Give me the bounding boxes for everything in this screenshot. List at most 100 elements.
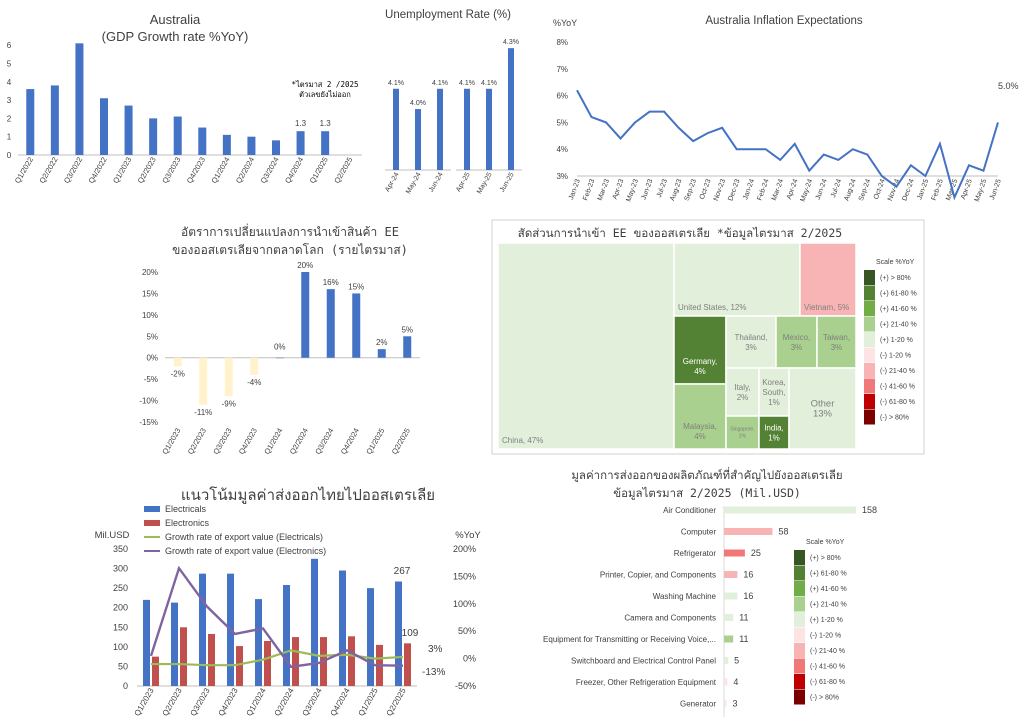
treemap-scale-label-0: (+) > 80% xyxy=(880,275,911,282)
inflation-line xyxy=(576,89,999,201)
gdp-bar-q1-2022 xyxy=(26,89,35,155)
trend-bar-electronics-q1-2024 xyxy=(264,640,271,686)
import-change-bar-q1-2024 xyxy=(275,357,284,359)
import-change-bar-q2-2025 xyxy=(403,336,412,358)
unemployment-bar-apr-24 xyxy=(393,88,399,170)
trend-y-left-tick: 200 xyxy=(113,603,128,613)
import-change-title-line2: ของออสเตรเลียจากตลาดโลก (รายไตรมาส) xyxy=(172,243,408,257)
product-scale-swatch-7 xyxy=(794,658,805,674)
product-value-equipment-for-transmitting-or-receiving-voice: 11 xyxy=(739,634,748,644)
product-scale-title: Scale %YoY xyxy=(806,539,845,546)
import-change-x-tick: Q2/2025 xyxy=(390,427,412,456)
trend-x-tick: Q2/2023 xyxy=(161,686,184,718)
product-bars: Air Conditioner 158 Computer 58 Refrigerator… xyxy=(543,505,877,717)
import-change-x-tick: Q3/2023 xyxy=(211,427,233,456)
unemployment-chart: Unemployment Rate (%) 4.1% Apr-24 4.0% May-… xyxy=(384,9,522,195)
inflation-x-tick: May-24 xyxy=(800,178,815,202)
import-change-y-tick: 10% xyxy=(142,311,158,320)
trend-bar-electricals-q3-2024 xyxy=(311,558,318,686)
inflation-title: Australia Inflation Expectations xyxy=(705,15,863,27)
trend-growth-line-electricals xyxy=(151,649,404,667)
unemployment-bars: 4.1% Apr-24 4.0% May-24 4.1% Jun-24 4.1% Apr-25… xyxy=(384,39,522,195)
import-change-x-tick: Q4/2024 xyxy=(339,427,361,456)
import-change-x-tick: Q1/2025 xyxy=(364,427,386,456)
trend-bar-electronics-q2-2024 xyxy=(292,637,299,686)
treemap-scale-swatch-4 xyxy=(864,332,875,347)
trend-y-right-tick: 100% xyxy=(453,599,476,609)
inflation-x-tick: Jan-24 xyxy=(742,178,756,201)
trend-x-tick: Q4/2024 xyxy=(329,686,352,718)
product-scale-swatch-3 xyxy=(794,596,805,612)
product-value-refrigerator: 25 xyxy=(751,548,761,558)
gdp-bars: Q1/2022 Q2/2022 Q3/2022 Q4/2022 Q1/2023 Q2/20… xyxy=(13,43,354,185)
gdp-bar-q3-2024 xyxy=(272,140,280,155)
import-change-y-tick: 0% xyxy=(146,354,158,363)
trend-y-right-label: %YoY xyxy=(455,530,481,541)
import-change-data-label: 20% xyxy=(297,261,313,270)
import-change-chart: อัตราการเปลี่ยนแปลงการนำเข้าสินค้า EE ขอ… xyxy=(139,223,420,456)
trend-y-right-tick: 0% xyxy=(463,654,476,664)
product-scale-label-6: (-) 21-40 % xyxy=(810,648,845,655)
treemap-scale-swatch-2 xyxy=(864,301,875,316)
gdp-note-line2: ตัวเลขยังไม่ออก xyxy=(299,90,351,99)
treemap-scale-legend: Scale %YoY (+) > 80% (+) 61-80 % (+) 41-60 … xyxy=(864,259,917,425)
trend-axis: 0 50 100 150 200 250 300 350 -50% 0% 50% 100% 150% 20… xyxy=(113,544,476,718)
product-scale-label-2: (+) 41-60 % xyxy=(810,586,847,593)
product-category-computer: Computer xyxy=(681,528,716,537)
unemployment-data-label: 4.1% xyxy=(481,80,497,87)
product-scale-swatch-6 xyxy=(794,643,805,658)
treemap-cell-china xyxy=(497,242,675,450)
unemployment-bar-may-24 xyxy=(415,109,421,170)
import-change-data-label: -4% xyxy=(247,378,261,387)
product-value-switchboard-and-electrical-control-panel: 5 xyxy=(734,656,739,666)
gdp-y-tick: 4 xyxy=(7,78,12,87)
treemap-scale-swatch-5 xyxy=(864,347,875,363)
gdp-y-tick: 5 xyxy=(7,59,12,68)
trend-bar-electronics-q2-2025 xyxy=(404,643,411,686)
inflation-x-tick: Apr-23 xyxy=(612,178,626,200)
gdp-title-line1: Australia xyxy=(150,12,201,27)
inflation-x-tick: Jun-25 xyxy=(989,178,1003,201)
unemployment-bar-apr-25 xyxy=(464,88,470,170)
trend-x-tick: Q1/2024 xyxy=(245,686,268,718)
gdp-x-tick: Q2/2023 xyxy=(136,156,158,185)
inflation-x-tick: Aug-23 xyxy=(669,178,683,202)
trend-x-tick: Q1/2023 xyxy=(133,686,156,718)
product-bar-refrigerator xyxy=(724,549,745,557)
gdp-bar-q1-2025 xyxy=(321,131,330,155)
trend-bar-electronics-q2-2023 xyxy=(180,627,187,686)
treemap-label-mexico: Mexico, xyxy=(783,333,811,342)
trend-y-left-tick: 50 xyxy=(118,661,128,671)
treemap-scale-label-8: (-) 61-80 % xyxy=(880,399,915,406)
gdp-x-tick: Q1/2025 xyxy=(308,156,330,185)
trend-growth-end-electronics: -13% xyxy=(422,667,445,678)
product-scale-swatch-5 xyxy=(794,627,805,643)
product-value-camera-and-components: 11 xyxy=(739,613,748,623)
trend-x-tick: Q2/2024 xyxy=(273,686,296,718)
treemap-label-other: 13% xyxy=(813,409,833,420)
import-change-y-tick: -10% xyxy=(139,397,158,406)
inflation-y-tick: 6% xyxy=(556,92,568,101)
product-scale-label-9: (-) > 80% xyxy=(810,695,839,702)
gdp-bar-q3-2023 xyxy=(173,116,182,155)
product-scale-swatch-4 xyxy=(794,612,805,627)
treemap-scale-label-9: (-) > 80% xyxy=(880,415,909,422)
treemap-cell-thailand xyxy=(725,315,777,369)
trend-bar-electronics-q1-2023 xyxy=(152,656,159,686)
gdp-x-tick: Q3/2022 xyxy=(62,156,84,185)
treemap-label-mexico: 3% xyxy=(791,343,803,352)
trend-legend: Electricals Electronics Growth rate of exp… xyxy=(144,504,326,556)
product-scale-swatch-9 xyxy=(794,689,805,705)
product-value-computer: 58 xyxy=(778,527,788,537)
trend-growth-line-electronics xyxy=(149,565,404,669)
gdp-growth-chart: Australia (GDP Growth rate %YoY) *ไตรมาส… xyxy=(7,12,362,185)
gdp-x-tick: Q1/2024 xyxy=(209,156,231,185)
gdp-note-line1: *ไตรมาส 2 /2025 xyxy=(291,80,358,89)
trend-y-left-tick: 350 xyxy=(113,544,128,554)
gdp-data-label: 1.3 xyxy=(320,119,332,128)
unemployment-x-tick: May-25 xyxy=(476,171,494,195)
import-change-axis: -15% -10% -5% 0% 5% 10% 15% 20% xyxy=(139,268,420,427)
import-change-x-tick: Q2/2024 xyxy=(288,427,310,456)
thai-export-trend-chart: แนวโน้มมูลค่าส่งออกไทยไปออสเตรเลีย Mil.U… xyxy=(95,486,482,718)
trend-legend-label-0: Electricals xyxy=(165,504,207,514)
